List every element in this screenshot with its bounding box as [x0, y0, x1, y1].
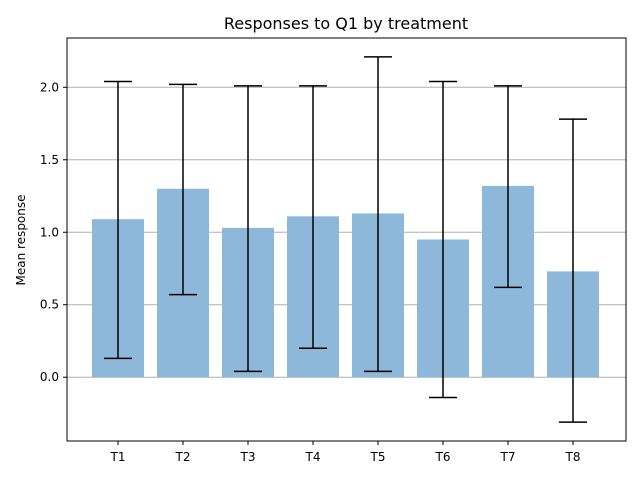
y-tick-label: 0.5	[40, 298, 59, 312]
y-tick-label: 1.0	[40, 225, 59, 239]
x-tick-label: T8	[565, 450, 581, 464]
x-tick-label: T1	[110, 450, 126, 464]
y-tick-label: 2.0	[40, 80, 59, 94]
x-tick-label: T7	[500, 450, 516, 464]
error-bars	[104, 56, 587, 423]
y-tick-label: 1.5	[40, 153, 59, 167]
x-axis: T1 T2 T3 T4 T5 T6 T7 T8	[110, 441, 581, 464]
x-tick-label: T4	[305, 450, 321, 464]
bars	[92, 185, 599, 378]
x-tick-label: T6	[435, 450, 451, 464]
x-tick-label: T5	[370, 450, 386, 464]
x-tick-label: T3	[240, 450, 256, 464]
y-tick-label: 0.0	[40, 370, 59, 384]
x-tick-label: T2	[175, 450, 191, 464]
y-axis: 0.0 0.5 1.0 1.5 2.0	[40, 80, 67, 384]
grid-lines	[67, 86, 626, 378]
plot-frame	[66, 37, 627, 442]
chart-title: Responses to Q1 by treatment	[224, 14, 468, 33]
y-axis-label: Mean response	[14, 194, 28, 285]
